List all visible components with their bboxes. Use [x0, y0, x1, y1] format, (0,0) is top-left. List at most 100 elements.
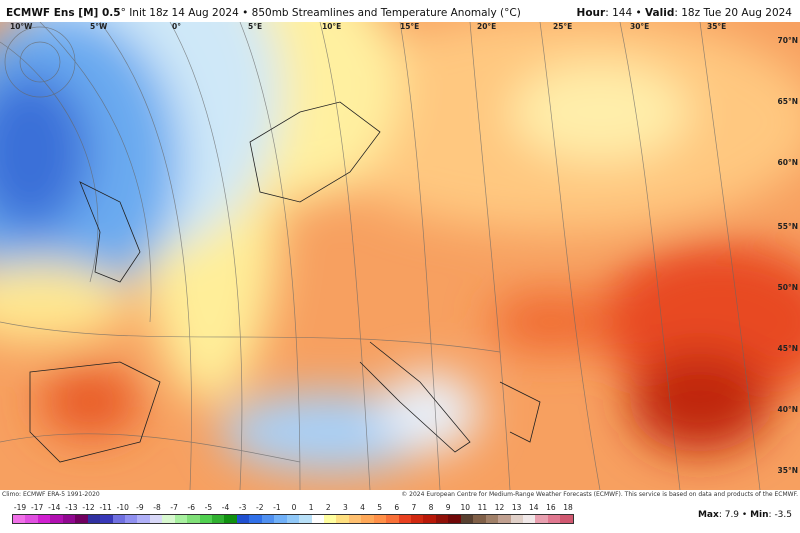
colorbar-swatch	[460, 515, 474, 523]
colorbar-label: 11	[477, 503, 488, 512]
lon-label: 35°E	[707, 22, 727, 31]
colorbar-swatch	[547, 515, 561, 523]
colorbar-swatch	[62, 515, 76, 523]
lat-label: 35°N	[777, 466, 798, 475]
colorbar-swatch	[274, 515, 287, 523]
colorbar-swatch	[187, 515, 200, 523]
colorbar-swatch	[485, 515, 499, 523]
lon-label: 5°W	[90, 22, 108, 31]
colorbar-swatch	[535, 515, 548, 523]
colorbar-label: -4	[221, 503, 230, 512]
lon-label: 5°E	[248, 22, 263, 31]
colorbar-swatch	[149, 515, 163, 523]
colorbar-swatch	[37, 515, 51, 523]
lat-label: 45°N	[777, 344, 798, 353]
colorbar	[12, 514, 574, 524]
lon-label: 30°E	[630, 22, 650, 31]
colorbar-swatch	[199, 515, 212, 523]
colorbar-swatch	[448, 515, 461, 523]
colorbar-swatch	[473, 515, 486, 523]
colorbar-label: 7	[411, 503, 417, 512]
colorbar-swatch	[386, 515, 399, 523]
init-time: Init 18z 14 Aug 2024	[129, 7, 239, 19]
temperature-anomaly-map[interactable]: 10°W 5°W 0° 5°E 10°E 15°E 20°E 25°E 30°E…	[0, 22, 800, 490]
lat-label: 70°N	[777, 36, 798, 45]
colorbar-swatch	[336, 515, 349, 523]
colorbar-label: 2	[325, 503, 331, 512]
map-title: ECMWF Ens [M] 0.5° Init 18z 14 Aug 2024 …	[0, 0, 800, 22]
max-min-stats: Max: 7.9 • Min: -3.5	[697, 510, 792, 520]
colorbar-label: -7	[170, 503, 178, 512]
colorbar-label: 12	[494, 503, 505, 512]
colorbar-swatch	[299, 515, 312, 523]
max-label: Max	[697, 510, 719, 520]
colorbar-label: 18	[563, 503, 573, 512]
max-value: 7.9	[724, 510, 740, 520]
colorbar-swatch	[348, 515, 362, 523]
colorbar-swatch	[361, 515, 374, 523]
colorbar-swatch	[124, 515, 138, 523]
colorbar-label: -13	[65, 503, 78, 512]
colorbar-label: 0	[291, 503, 297, 512]
colorbar-swatch	[398, 515, 411, 523]
streamlines	[0, 22, 761, 490]
min-value: -3.5	[774, 510, 792, 520]
colorbar-labels: -19 -17 -14 -13 -12 -11 -10 -9 -8 -7 -6 -5 -4 -3 -2 -1 0…	[12, 503, 574, 513]
colorbar-swatch	[212, 515, 225, 523]
min-label: Min	[750, 510, 769, 520]
colorbar-swatch	[286, 515, 300, 523]
colorbar-label: -10	[116, 503, 129, 512]
colorbar-swatch	[311, 515, 324, 523]
colorbar-label: -11	[99, 503, 112, 512]
lat-label: 60°N	[777, 158, 798, 167]
colorbar-swatch	[75, 515, 88, 523]
colorbar-label: 13	[511, 503, 522, 512]
colorbar-label: 10	[460, 503, 471, 512]
colorbar-swatch	[224, 515, 237, 523]
colorbar-label: -2	[256, 503, 264, 512]
colorbar-label: 4	[360, 503, 365, 512]
colorbar-swatch	[522, 515, 536, 523]
colorbar-swatch	[423, 515, 436, 523]
colorbar-swatch	[373, 515, 387, 523]
colorbar-label: 5	[377, 503, 383, 512]
colorbar-label: -1	[273, 503, 281, 512]
colorbar-label: 6	[394, 503, 400, 512]
degree-sign: °	[120, 7, 126, 19]
colorbar-label: 14	[528, 503, 539, 512]
colorbar-swatch	[411, 515, 424, 523]
lon-label: 25°E	[553, 22, 573, 31]
lon-label: 20°E	[477, 22, 497, 31]
model-name: ECMWF Ens [M] 0.5	[6, 7, 121, 19]
lon-label: 0°	[172, 22, 181, 31]
colorbar-label: -19	[13, 503, 27, 512]
colorbar-swatch	[174, 515, 188, 523]
colorbar-label: -12	[82, 503, 95, 512]
valid-info: Hour: 144 • Valid: 18z Tue 20 Aug 2024	[576, 7, 792, 19]
colorbar-swatch	[25, 515, 38, 523]
colorbar-label: -14	[48, 503, 61, 512]
lon-label: 15°E	[400, 22, 420, 31]
colorbar-swatch	[323, 515, 337, 523]
colorbar-label: -8	[153, 503, 161, 512]
colorbar-label: 8	[428, 503, 434, 512]
colorbar-swatch	[236, 515, 250, 523]
colorbar-swatch	[560, 515, 573, 523]
colorbar-label: -3	[238, 503, 247, 512]
colorbar-label: -5	[204, 503, 213, 512]
colorbar-swatch	[13, 515, 26, 523]
copyright-text: © 2024 European Centre for Medium-Range …	[401, 491, 798, 498]
colorbar-label: -9	[136, 503, 144, 512]
colorbar-label: -17	[31, 503, 44, 512]
colorbar-swatch	[112, 515, 125, 523]
product-name: 850mb Streamlines and Temperature Anomal…	[251, 7, 521, 19]
credit-bar: Climo: ECMWF ERA-5 1991-2020 © 2024 Euro…	[0, 490, 800, 500]
sep: •	[632, 7, 645, 19]
colorbar-label: 1	[308, 503, 314, 512]
colorbar-swatch	[100, 515, 113, 523]
valid-value: 18z Tue 20 Aug 2024	[681, 7, 792, 19]
colorbar-swatch	[162, 515, 175, 523]
lon-label: 10°W	[10, 22, 33, 31]
colorbar-swatch	[261, 515, 275, 523]
coastlines	[29, 101, 541, 463]
